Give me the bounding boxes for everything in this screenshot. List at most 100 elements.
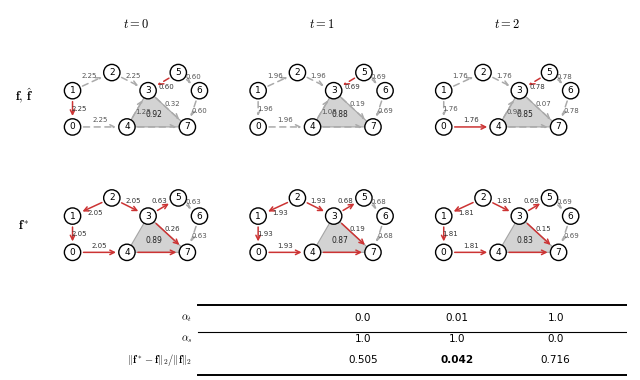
Text: 0.32: 0.32	[164, 101, 180, 107]
Text: 0.83: 0.83	[517, 236, 534, 245]
Circle shape	[250, 208, 266, 224]
Circle shape	[289, 64, 305, 81]
Polygon shape	[312, 91, 373, 127]
Text: 7: 7	[184, 248, 190, 257]
Text: 5: 5	[361, 68, 367, 77]
Text: 6: 6	[382, 86, 388, 95]
Text: 2.05: 2.05	[87, 210, 102, 216]
Text: 4: 4	[310, 248, 316, 257]
Circle shape	[250, 119, 266, 135]
Text: 7: 7	[370, 248, 376, 257]
Text: 0.68: 0.68	[337, 198, 353, 204]
Text: 0.92: 0.92	[507, 109, 522, 115]
Text: 5: 5	[175, 68, 181, 77]
Text: 1.0: 1.0	[547, 313, 564, 323]
Text: 0.78: 0.78	[557, 74, 572, 79]
Text: 0.78: 0.78	[563, 108, 579, 114]
Circle shape	[436, 119, 452, 135]
Text: 3: 3	[516, 212, 522, 220]
Circle shape	[563, 208, 579, 224]
Circle shape	[377, 82, 393, 99]
Text: 1.96: 1.96	[278, 117, 293, 123]
Text: 4: 4	[310, 122, 316, 131]
Circle shape	[170, 64, 186, 81]
Circle shape	[179, 119, 196, 135]
Text: 1.76: 1.76	[442, 106, 458, 112]
Text: 1.0: 1.0	[355, 334, 371, 344]
Circle shape	[436, 208, 452, 224]
Circle shape	[119, 244, 135, 261]
Circle shape	[550, 244, 567, 261]
Text: 0.19: 0.19	[350, 226, 365, 232]
Circle shape	[326, 208, 342, 224]
Text: 1.93: 1.93	[278, 243, 293, 249]
Text: 0: 0	[441, 248, 447, 257]
Text: 0.69: 0.69	[563, 233, 579, 239]
Text: 0.15: 0.15	[536, 226, 551, 232]
Circle shape	[365, 119, 381, 135]
Polygon shape	[312, 216, 373, 252]
Text: 1: 1	[70, 212, 76, 220]
Text: 2.05: 2.05	[125, 198, 141, 204]
Text: 1.93: 1.93	[273, 210, 289, 216]
Circle shape	[356, 190, 372, 206]
Circle shape	[140, 82, 156, 99]
Text: 0.60: 0.60	[186, 74, 201, 79]
Circle shape	[191, 82, 207, 99]
Circle shape	[65, 119, 81, 135]
Text: 1.93: 1.93	[310, 198, 326, 204]
Text: 0.716: 0.716	[541, 355, 570, 365]
Text: $t = 2$: $t = 2$	[494, 18, 520, 31]
Text: 2.25: 2.25	[82, 73, 97, 79]
Text: 1: 1	[70, 86, 76, 95]
Text: 0.60: 0.60	[192, 108, 207, 114]
Text: 2.25: 2.25	[92, 117, 108, 123]
Text: 0.042: 0.042	[440, 355, 473, 365]
Circle shape	[475, 190, 491, 206]
Text: 0.68: 0.68	[371, 199, 387, 205]
Circle shape	[170, 190, 186, 206]
Circle shape	[541, 190, 557, 206]
Text: 6: 6	[568, 212, 573, 220]
Circle shape	[326, 82, 342, 99]
Text: 1.81: 1.81	[442, 231, 458, 237]
Circle shape	[65, 208, 81, 224]
Text: 5: 5	[547, 68, 552, 77]
Text: 3: 3	[331, 212, 337, 220]
Text: 6: 6	[196, 212, 202, 220]
Text: 0.60: 0.60	[159, 84, 175, 90]
Text: 2.25: 2.25	[72, 106, 87, 112]
Circle shape	[511, 208, 527, 224]
Text: 0.63: 0.63	[186, 199, 201, 205]
Text: 0: 0	[70, 248, 76, 257]
Text: 1.76: 1.76	[463, 117, 479, 123]
Text: $t = 0$: $t = 0$	[123, 18, 149, 31]
Text: 0.63: 0.63	[152, 198, 168, 204]
Text: 4: 4	[124, 248, 130, 257]
Text: 1.76: 1.76	[496, 73, 512, 79]
Text: 7: 7	[556, 248, 561, 257]
Text: 0.01: 0.01	[445, 313, 468, 323]
Polygon shape	[498, 216, 559, 252]
Text: 0.69: 0.69	[371, 74, 387, 79]
Circle shape	[475, 64, 491, 81]
Circle shape	[104, 64, 120, 81]
Text: 0.92: 0.92	[146, 110, 163, 119]
Circle shape	[65, 82, 81, 99]
Text: 1.0: 1.0	[449, 334, 465, 344]
Text: 4: 4	[124, 122, 130, 131]
Text: 4: 4	[495, 122, 501, 131]
Text: 0.68: 0.68	[378, 233, 393, 239]
Text: 3: 3	[145, 212, 151, 220]
Text: 0: 0	[441, 122, 447, 131]
Text: 2: 2	[294, 68, 300, 77]
Text: $\alpha_s$: $\alpha_s$	[180, 333, 193, 345]
Circle shape	[305, 119, 321, 135]
Text: 2: 2	[109, 68, 115, 77]
Text: 0.88: 0.88	[332, 110, 348, 119]
Text: 0.69: 0.69	[378, 108, 393, 114]
Circle shape	[550, 119, 567, 135]
Text: 0.26: 0.26	[164, 226, 180, 232]
Text: 5: 5	[547, 193, 552, 203]
Text: 2.25: 2.25	[125, 73, 141, 79]
